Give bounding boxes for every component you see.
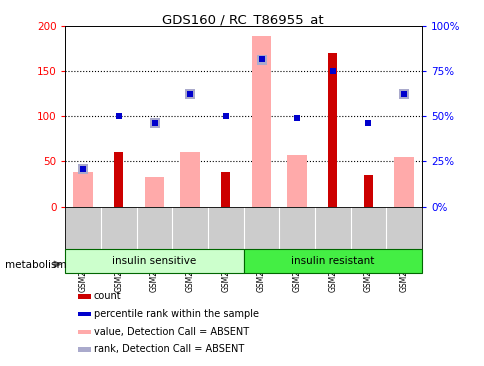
- Text: metabolism: metabolism: [5, 260, 66, 270]
- Bar: [145, 177, 164, 207]
- Bar: [328, 53, 336, 207]
- Bar: [287, 155, 306, 207]
- Text: insulin sensitive: insulin sensitive: [112, 256, 197, 266]
- Bar: [243, 249, 421, 273]
- Bar: [114, 152, 123, 207]
- Bar: [77, 312, 91, 316]
- Bar: [180, 152, 199, 207]
- Bar: [363, 175, 372, 207]
- Bar: [77, 294, 91, 299]
- Bar: [393, 157, 413, 207]
- Bar: [65, 249, 243, 273]
- Bar: [251, 37, 271, 207]
- Text: value, Detection Call = ABSENT: value, Detection Call = ABSENT: [93, 327, 248, 337]
- Text: rank, Detection Call = ABSENT: rank, Detection Call = ABSENT: [93, 344, 243, 354]
- Text: percentile rank within the sample: percentile rank within the sample: [93, 309, 258, 319]
- Bar: [74, 172, 93, 207]
- Text: GDS160 / RC_T86955_at: GDS160 / RC_T86955_at: [161, 13, 323, 26]
- Bar: [77, 329, 91, 334]
- Bar: [221, 172, 230, 207]
- Text: insulin resistant: insulin resistant: [290, 256, 374, 266]
- Text: count: count: [93, 291, 121, 301]
- Bar: [77, 347, 91, 352]
